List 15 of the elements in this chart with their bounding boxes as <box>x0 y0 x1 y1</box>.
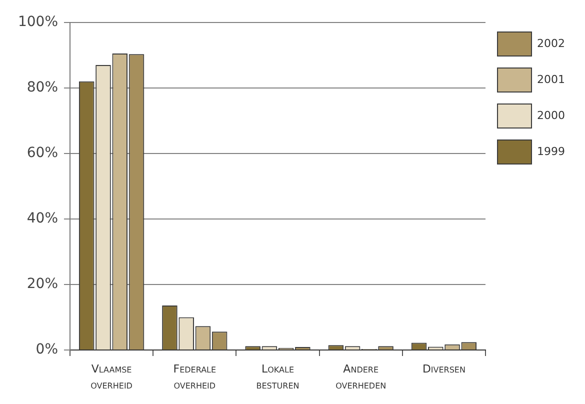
y-tick-label: 60% <box>26 145 58 162</box>
y-tick-label: 0% <box>36 342 58 358</box>
y-tick-label: 80% <box>26 80 58 96</box>
y-tick-label: 40% <box>26 210 58 227</box>
legend-label: 1999 <box>537 144 566 158</box>
x-tick-label: Lokale besturen <box>256 362 300 392</box>
legend-label: 2000 <box>537 108 566 122</box>
x-tick-label: Vlaamse overheid <box>90 362 132 392</box>
y-tick-label: 20% <box>26 276 58 292</box>
legend-label: 2002 <box>537 36 566 50</box>
y-tick-label: 100% <box>18 14 58 30</box>
x-tick-label: Diversen <box>422 362 466 376</box>
legend-label: 2001 <box>537 72 566 86</box>
x-tick-label: Federale overheid <box>173 362 216 392</box>
x-tick-label: Andere overheden <box>336 362 386 392</box>
